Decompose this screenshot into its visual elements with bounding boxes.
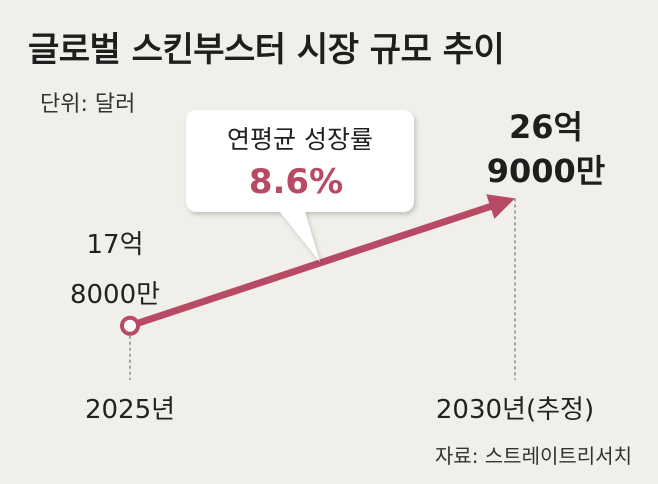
- source-label: 자료: 스트레이트리서치: [434, 444, 632, 468]
- data-point-2025: [120, 315, 140, 336]
- callout-value: 8.6%: [249, 162, 343, 202]
- x-tick-label-2025: 2025년: [85, 395, 175, 425]
- series-line: [126, 203, 494, 330]
- data-label-2025-line2: 8000만: [70, 280, 160, 310]
- chart-title: 글로벌 스킨부스터 시장 규모 추이: [28, 30, 505, 70]
- x-tick-label-2030: 2030년(추정): [436, 395, 594, 425]
- data-label-2030-line2: 9000만: [487, 152, 606, 190]
- callout-bubble: [186, 110, 414, 262]
- data-label-2030-line1: 26억: [509, 108, 583, 146]
- data-label-2025-line1: 17억: [86, 230, 143, 260]
- unit-label: 단위: 달러: [40, 92, 136, 117]
- callout-title: 연평균 성장률: [227, 125, 373, 154]
- arrow-head: [486, 194, 515, 219]
